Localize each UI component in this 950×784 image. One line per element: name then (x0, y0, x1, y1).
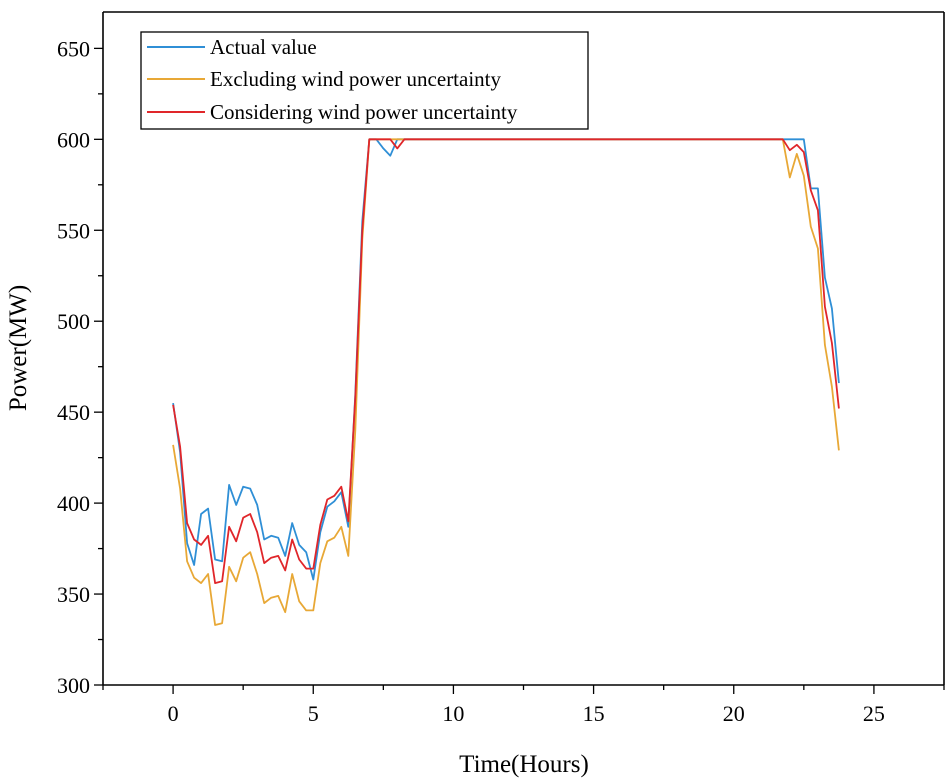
series-line-1 (172, 138, 840, 581)
axis-ticks: 0 5 10 15 20 25 300 350 400 450 500 550 600 650 (57, 36, 945, 726)
x-tick-label: 5 (308, 701, 319, 726)
legend-label-3: Considering wind power uncertainty (210, 100, 518, 124)
x-tick-label: 0 (168, 701, 179, 726)
series-line-3 (172, 138, 840, 584)
y-tick-label: 300 (57, 673, 90, 698)
x-tick-label: 20 (723, 701, 745, 726)
x-axis-title: Time(Hours) (459, 751, 589, 778)
series-line-2 (172, 138, 840, 626)
y-tick-label: 650 (57, 36, 90, 61)
x-tick-label: 25 (863, 701, 885, 726)
legend-box (140, 31, 589, 130)
y-axis-title: Power(MW) (5, 285, 32, 411)
x-tick-label: 10 (442, 701, 464, 726)
series-group (172, 138, 840, 626)
x-tick-label: 15 (583, 701, 605, 726)
y-tick-label: 400 (57, 491, 90, 516)
y-tick-label: 450 (57, 400, 90, 425)
y-tick-label: 350 (57, 582, 90, 607)
legend: Actual value Excluding wind power uncerta… (140, 31, 589, 130)
legend-label-1: Actual value (210, 35, 317, 59)
y-tick-label: 550 (57, 218, 90, 243)
y-tick-label: 600 (57, 127, 90, 152)
y-tick-label: 500 (57, 309, 90, 334)
legend-label-2: Excluding wind power uncertainty (210, 67, 502, 91)
